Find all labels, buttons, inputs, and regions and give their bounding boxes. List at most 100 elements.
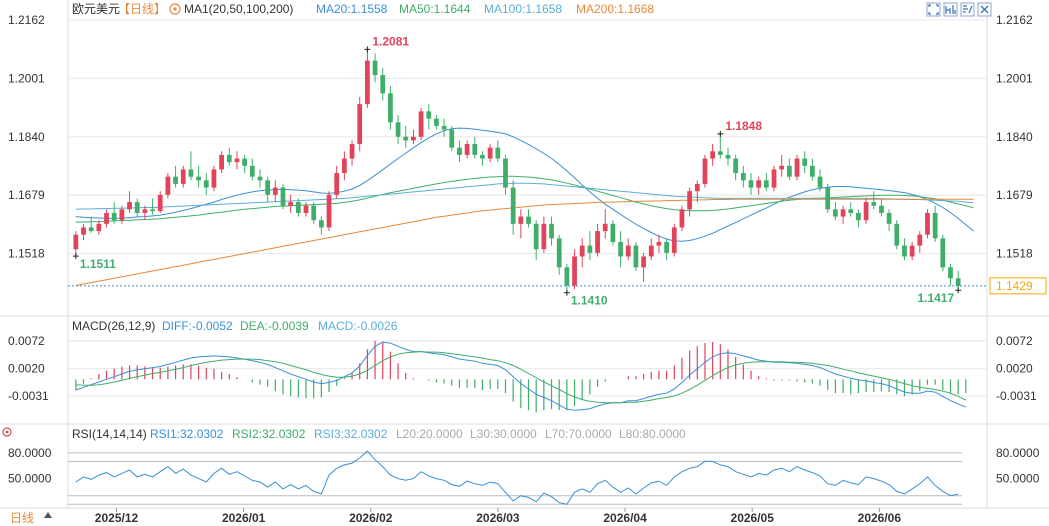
candle-down xyxy=(403,125,409,148)
candle-body xyxy=(671,227,677,253)
candle-up xyxy=(917,231,923,253)
candle-body xyxy=(610,223,616,242)
candle-up xyxy=(679,205,685,232)
moving-average-lines xyxy=(75,127,974,286)
candle-body xyxy=(579,245,585,257)
candle-body xyxy=(763,180,769,188)
candle-down xyxy=(257,169,263,188)
candle-up xyxy=(219,151,224,174)
rsi-settings-icon[interactable] xyxy=(2,427,12,437)
candle-body xyxy=(917,234,923,246)
rsi-tick-right: 50.0000 xyxy=(996,472,1040,486)
gear-icon[interactable] xyxy=(2,427,12,437)
candle-body xyxy=(510,187,516,224)
candle-down xyxy=(725,147,731,166)
candle-body xyxy=(955,278,961,286)
candle-down xyxy=(280,183,286,210)
candle-down xyxy=(664,238,669,261)
candle-body xyxy=(318,220,324,228)
candle-up xyxy=(357,96,363,152)
candle-down xyxy=(526,209,531,228)
period-button[interactable]: 日线 xyxy=(10,511,52,525)
candle-down xyxy=(564,263,570,293)
price-tick-right: 1.1840 xyxy=(996,130,1033,144)
extreme-marker xyxy=(364,46,371,53)
candle-up xyxy=(710,144,716,166)
candle-body xyxy=(740,173,746,181)
candle-body xyxy=(211,169,217,188)
main-legend: 欧元美元 【日线】 MA1(20,50,100,200) MA20:1.1558… xyxy=(72,2,654,16)
candle-body xyxy=(341,158,347,174)
candle-body xyxy=(595,231,600,253)
ma-visibility-icon[interactable] xyxy=(169,3,181,15)
candle-body xyxy=(587,245,593,253)
candle-up xyxy=(73,231,79,257)
rsi-l20-label: L20:20.0000 xyxy=(396,427,463,441)
candle-down xyxy=(388,86,393,130)
candle-body xyxy=(909,245,915,257)
candle-body xyxy=(311,205,317,221)
indicator-icon[interactable] xyxy=(943,2,958,17)
extreme-marker xyxy=(72,253,79,260)
candle-body xyxy=(549,223,554,239)
rsi-lines xyxy=(75,450,959,505)
candle-down xyxy=(810,158,815,181)
candle-up xyxy=(840,205,846,224)
candle-body xyxy=(794,158,800,177)
candle-up xyxy=(671,223,677,257)
rsi-l80-label: L80:80.0000 xyxy=(619,427,686,441)
rsi-levels xyxy=(68,452,962,505)
candle-down xyxy=(457,140,462,163)
candle-body xyxy=(679,209,685,228)
candle-down xyxy=(740,165,746,188)
candle-down xyxy=(886,209,892,232)
candle-body xyxy=(203,180,209,188)
gear-center xyxy=(5,430,9,434)
candle-up xyxy=(518,209,524,239)
candle-body xyxy=(349,144,355,159)
candle-up xyxy=(119,205,125,224)
candle-up xyxy=(180,165,186,188)
extreme-label: 1.1848 xyxy=(725,119,762,133)
candle-body xyxy=(618,241,623,257)
candle-up xyxy=(602,209,608,239)
period-label[interactable]: 【日线】 xyxy=(118,2,166,16)
candle-down xyxy=(549,216,554,246)
compare-icon[interactable] xyxy=(960,2,975,17)
candle-body xyxy=(265,180,271,195)
candle-down xyxy=(111,202,117,224)
extreme-label: 1.1410 xyxy=(571,294,608,308)
candle-body xyxy=(326,194,332,228)
candle-body xyxy=(119,209,125,221)
symbol-label: 欧元美元 xyxy=(72,2,120,16)
dea-line xyxy=(75,351,967,404)
price-axis: 1.2162 1.2162 1.2001 1.2001 1.1840 1.1840 1.16… xyxy=(8,13,1033,261)
close-icon[interactable] xyxy=(977,2,992,17)
candle-body xyxy=(641,256,646,268)
candle-down xyxy=(833,202,838,221)
candle-down xyxy=(196,165,201,188)
time-tick-label: 2026/06 xyxy=(858,511,902,525)
candle-up xyxy=(625,238,631,261)
last-price-box xyxy=(989,277,1047,295)
fullscreen-icon[interactable] xyxy=(926,2,941,17)
candle-body xyxy=(441,125,447,130)
candle-body xyxy=(825,187,831,210)
extreme-label: 1.1417 xyxy=(917,291,954,305)
candle-body xyxy=(380,75,386,94)
period-button-label: 日线 xyxy=(10,511,34,525)
candle-down xyxy=(88,216,94,233)
candle-down xyxy=(441,118,447,137)
candle-down xyxy=(510,180,516,235)
candle-body xyxy=(702,158,708,184)
candle-down xyxy=(311,202,317,224)
candle-body xyxy=(802,158,808,166)
candle-body xyxy=(127,202,132,210)
candle-body xyxy=(426,111,432,119)
candle-up xyxy=(656,234,662,253)
eye-icon[interactable] xyxy=(169,3,181,15)
candle-body xyxy=(694,183,700,192)
candle-down xyxy=(587,231,593,261)
candle-up xyxy=(96,220,102,235)
